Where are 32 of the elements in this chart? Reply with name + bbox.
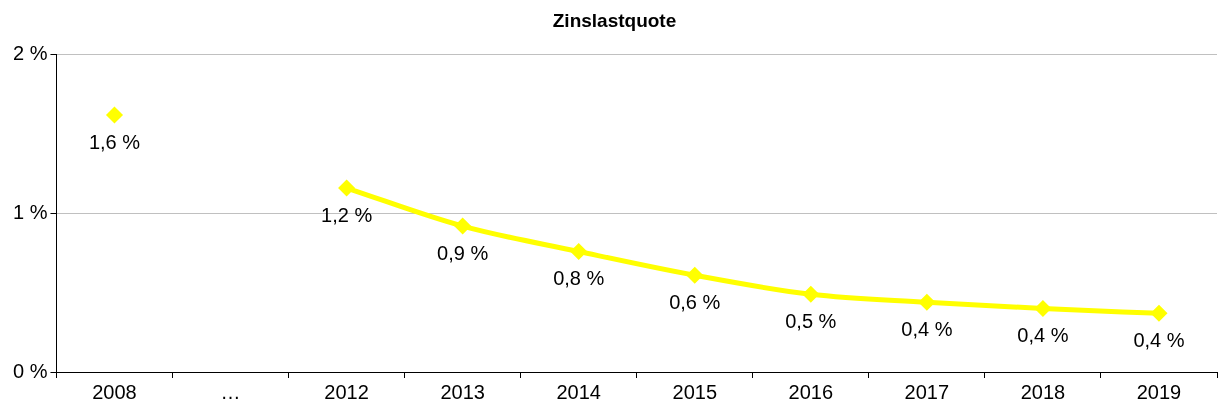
data-label: 0,9 % (437, 241, 489, 264)
y-tick-label: 0 % (12, 359, 48, 382)
x-tick-label: 2008 (92, 380, 137, 403)
data-label: 0,4 % (901, 317, 953, 340)
point (1151, 305, 1167, 321)
x-tick-label: 2019 (1136, 380, 1182, 403)
data-label: 0,4 % (1017, 324, 1069, 347)
data-label: 0,5 % (785, 309, 837, 332)
y-tick-label: 1 % (12, 200, 48, 223)
chart-title: Zinslastquote (552, 9, 677, 31)
data-label: 0,4 % (1133, 328, 1185, 351)
point (106, 107, 122, 123)
x-tick-label: 2016 (788, 380, 834, 403)
x-tick-label: 2018 (1020, 380, 1066, 403)
x-tick-label: 2013 (440, 380, 485, 403)
y-tick-label: 2 % (12, 42, 48, 65)
data-label: 1,6 % (88, 130, 141, 153)
point (919, 294, 935, 310)
point (571, 243, 587, 259)
x-tick-label: 2012 (324, 380, 369, 403)
point (803, 286, 819, 302)
x-tick-label: 2014 (556, 380, 601, 403)
x-tick-label: 2015 (672, 380, 718, 403)
data-label: 0,6 % (669, 290, 721, 313)
data-label: 1,2 % (321, 203, 373, 226)
point (339, 180, 355, 196)
point (455, 218, 471, 234)
point (1035, 301, 1051, 317)
x-tick-label: … (220, 380, 241, 403)
data-label: 0,8 % (553, 266, 605, 289)
x-tick-label: 2017 (904, 380, 950, 403)
point (687, 267, 703, 283)
